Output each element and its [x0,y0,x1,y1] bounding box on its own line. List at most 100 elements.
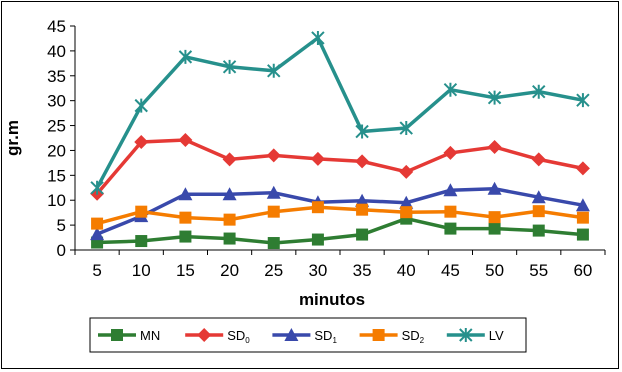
data-point-sd2 [488,211,501,224]
data-point-sd2 [267,205,280,218]
data-point-lv [178,49,193,64]
series-lv [90,30,590,195]
legend-marker [372,329,385,341]
data-point-sd1 [399,195,414,209]
series-line-mn [97,216,584,245]
y-tick-label: 25 [47,117,66,136]
y-tick-label: 10 [47,191,66,210]
x-tick-label: 25 [264,261,283,280]
data-point-lv [576,93,590,108]
legend-marker [284,328,299,341]
data-point-sd0 [355,154,370,169]
legend-item-sd1: SD1 [272,328,337,345]
legend-marker [459,328,473,342]
legend-label: SD0 [227,328,250,345]
data-point-mn [311,233,324,246]
data-point-sd0 [134,134,149,149]
x-tick-label: 50 [485,261,504,280]
data-point-sd2 [532,205,545,218]
data-point-lv [487,90,502,105]
data-point-mn [267,237,280,250]
x-axis-title: minutos [299,290,365,309]
data-point-sd0 [266,148,281,163]
series-line-sd1 [96,187,584,236]
series-group [90,30,590,250]
x-tick-label: 45 [441,261,460,280]
data-point-lv [222,59,237,74]
series-line-sd2 [96,205,584,226]
x-axis-ticks: 5 10 15 20 25 30 35 40 45 50 55 60 [74,250,606,280]
data-point-sd1 [575,198,590,212]
data-point-sd2 [179,211,192,224]
data-point-sd2 [91,217,104,230]
x-tick-label: 5 [92,261,101,280]
y-tick-label: 20 [47,141,66,160]
data-point-sd2 [400,206,413,219]
y-axis-title: gr.m [3,120,22,156]
legend-item-mn: MN [98,328,160,343]
x-tick-label: 35 [353,261,372,280]
x-tick-label: 15 [176,261,195,280]
legend-label: SD1 [314,328,337,345]
data-point-sd1 [90,227,105,241]
data-point-sd0 [531,152,546,167]
data-point-lv [443,82,458,97]
legend-item-sd2: SD2 [359,328,425,345]
data-point-lv [90,180,104,195]
data-point-mn [488,222,501,235]
y-tick-label: 0 [57,241,66,260]
data-point-lv [355,124,369,139]
series-sd1 [90,181,590,241]
legend-item-sd0: SD0 [185,328,250,345]
x-tick-label: 30 [308,261,327,280]
data-point-lv [532,84,546,99]
data-point-sd1 [355,193,370,207]
data-point-sd1 [266,185,281,199]
data-point-sd2 [356,203,369,216]
data-point-sd0 [487,139,502,154]
legend-label: SD2 [402,328,425,345]
data-point-sd2 [135,205,148,218]
x-tick-label: 60 [573,261,592,280]
y-tick-label: 40 [47,42,66,61]
data-point-mn [444,222,457,235]
data-point-sd0 [222,152,237,167]
data-point-sd1 [222,187,237,201]
data-point-sd2 [311,201,324,214]
series-mn [91,212,589,250]
data-point-mn [576,228,589,241]
data-point-sd1 [531,190,546,204]
data-point-sd1 [178,187,193,201]
legend-item-lv: LV [446,328,504,343]
data-point-mn [532,224,545,237]
data-point-sd0 [443,145,458,160]
series-line-lv [95,35,584,189]
data-point-sd2 [444,205,457,218]
data-point-sd0 [178,132,193,147]
legend-marker [197,328,212,342]
series-line-sd0 [95,138,584,195]
y-tick-label: 30 [47,92,66,111]
data-point-sd0 [399,164,414,179]
data-point-sd1 [487,181,502,195]
data-point-mn [135,235,148,248]
data-point-lv [399,121,413,136]
x-tick-label: 20 [220,261,239,280]
series-sd0 [90,132,590,201]
x-tick-label: 40 [397,261,416,280]
x-tick-label: 10 [132,261,151,280]
data-point-mn [223,232,236,245]
data-point-lv [134,98,148,113]
data-point-sd2 [576,211,589,224]
data-point-sd1 [443,183,458,197]
y-tick-label: 45 [47,17,66,36]
y-tick-label: 35 [47,67,66,86]
data-point-sd0 [310,151,325,166]
series-sd2 [91,201,589,230]
legend-label: LV [489,328,504,343]
data-point-mn [179,230,192,243]
y-tick-label: 5 [57,216,66,235]
data-point-sd0 [575,161,590,176]
data-point-mn [356,228,369,241]
